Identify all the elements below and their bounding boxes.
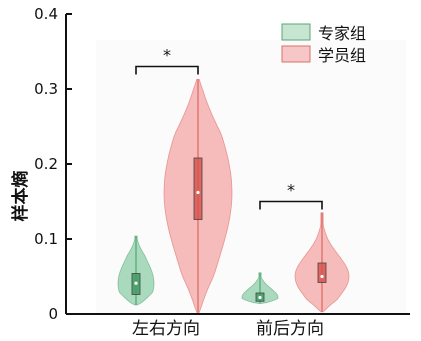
legend-swatch-expert xyxy=(281,23,311,41)
y-ticks: 0 0.1 0.2 0.3 0.4 xyxy=(34,5,72,323)
x-tick-label: 前后方向 xyxy=(256,319,324,339)
y-tick-label: 0.4 xyxy=(34,5,58,23)
median-point xyxy=(320,274,324,279)
significance-bracket xyxy=(259,200,323,210)
legend: 专家组 学员组 xyxy=(281,23,366,65)
significance-label: * xyxy=(163,46,171,65)
median-point xyxy=(258,295,262,300)
significance-layer: ** xyxy=(135,46,323,210)
x-tick-label: 左右方向 xyxy=(132,319,200,339)
box-student-1 xyxy=(317,262,327,283)
y-tick-label: 0 xyxy=(48,305,58,323)
legend-label-student: 学员组 xyxy=(318,46,366,65)
legend-swatch-student xyxy=(281,45,311,63)
y-tick-label: 0.2 xyxy=(34,155,58,173)
significance-bracket xyxy=(135,65,199,75)
box-layer xyxy=(131,79,327,313)
y-axis-label: 样本熵 xyxy=(10,171,31,222)
median-point xyxy=(196,190,200,195)
y-tick-label: 0.1 xyxy=(34,230,58,248)
significance-label: * xyxy=(287,181,295,200)
legend-label-expert: 专家组 xyxy=(318,24,366,43)
x-tick-labels: 左右方向 前后方向 xyxy=(132,319,324,339)
box-student-0 xyxy=(193,157,203,220)
median-point xyxy=(134,281,138,285)
y-tick-label: 0.3 xyxy=(34,80,58,98)
